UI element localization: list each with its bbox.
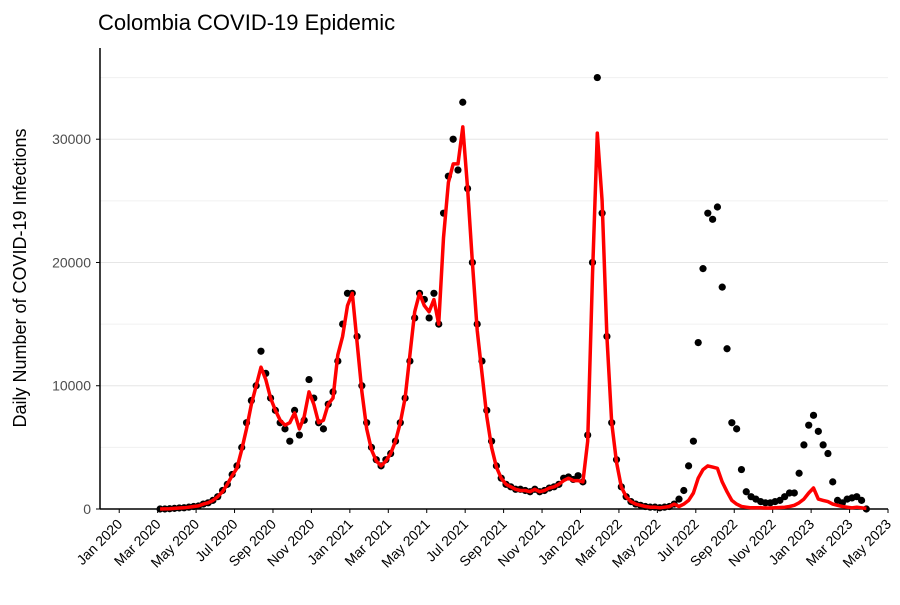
data-point	[699, 265, 707, 273]
data-point	[742, 488, 750, 496]
data-point	[286, 437, 294, 445]
data-point	[824, 449, 832, 458]
data-point	[593, 73, 601, 82]
y-axis-label: Daily Number of COVID-19 Infections	[10, 128, 30, 427]
data-point	[319, 425, 328, 433]
data-point	[257, 347, 265, 355]
data-point	[713, 203, 722, 211]
y-tick-label: 30000	[52, 131, 91, 147]
data-point	[430, 289, 438, 297]
data-point	[809, 411, 818, 419]
data-point	[684, 462, 693, 470]
data-point	[737, 465, 746, 474]
data-point	[819, 441, 827, 449]
data-point	[733, 425, 741, 433]
data-point	[694, 338, 702, 347]
data-point	[305, 375, 313, 384]
data-point	[800, 441, 808, 449]
y-tick-label: 20000	[52, 254, 91, 270]
data-point	[281, 425, 289, 433]
trend-line	[160, 125, 867, 511]
data-point	[454, 166, 462, 174]
data-point	[290, 406, 299, 414]
data-point	[829, 478, 837, 486]
data-point	[790, 489, 798, 497]
data-point	[449, 135, 457, 143]
data-point	[709, 215, 717, 223]
data-point	[295, 431, 304, 439]
data-point	[857, 496, 866, 504]
data-point	[718, 283, 726, 291]
y-tick-label: 10000	[52, 378, 91, 394]
data-point	[805, 421, 813, 429]
data-point	[728, 419, 736, 427]
data-point	[675, 495, 683, 503]
data-point	[704, 209, 712, 217]
data-point	[459, 98, 467, 106]
data-point	[795, 469, 803, 477]
data-point	[574, 472, 582, 480]
data-point	[814, 427, 822, 435]
data-point	[689, 437, 698, 445]
data-point	[723, 345, 731, 353]
data-point	[680, 486, 688, 495]
data-point	[425, 314, 433, 322]
chart-title: Colombia COVID-19 Epidemic	[98, 10, 395, 35]
y-tick-label: 0	[83, 501, 91, 517]
